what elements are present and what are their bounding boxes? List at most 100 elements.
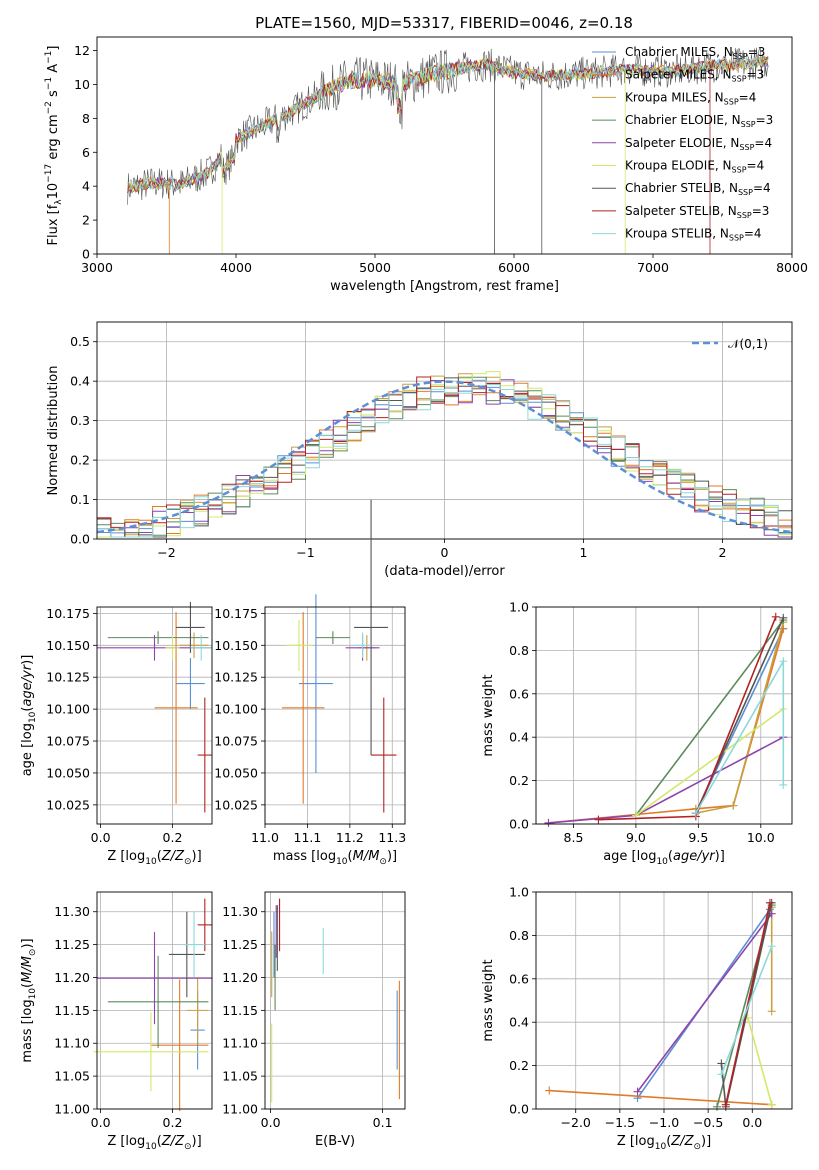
y-tick-label: 10 bbox=[74, 77, 90, 92]
residual-histogram bbox=[97, 376, 792, 529]
weight-marker bbox=[765, 898, 774, 907]
y-tick-label: 1.0 bbox=[509, 600, 529, 615]
y-tick-label: 10.175 bbox=[46, 606, 90, 621]
weight-line bbox=[549, 1089, 772, 1106]
weight-marker bbox=[717, 1070, 726, 1079]
mass-vs-ebv-panel: 0.0 0.1 11.00 11.05 11.10 11.15 11.20 11.25 11.3… bbox=[222, 891, 406, 1149]
x-tick-label: 11.1 bbox=[294, 830, 322, 845]
y-tick-label: 0.4 bbox=[509, 730, 529, 745]
y-tick-label: 0.2 bbox=[70, 453, 90, 468]
x-tick-label: 8000 bbox=[776, 260, 808, 275]
age-vs-mass-panel: 11.0 11.1 11.2 11.3 10.025 10.050 10.075 10.100… bbox=[214, 499, 406, 867]
residual-histogram bbox=[97, 379, 792, 538]
legend-entry: Chabrier ELODIE, NSSP=3 bbox=[625, 113, 773, 129]
residuals-panel: −2 −1 0 1 2 0.0 0.1 0.2 0.3 0.4 0.5 𝒩(0,1) (data-mod… bbox=[46, 321, 793, 579]
x-tick-label: 4000 bbox=[220, 260, 252, 275]
x-tick-label: 0.0 bbox=[91, 1115, 111, 1130]
axes-frame bbox=[96, 321, 793, 540]
y-tick-label: 0.6 bbox=[509, 971, 529, 986]
x-tick-label: 0.0 bbox=[91, 830, 111, 845]
x-tick-label: 0.2 bbox=[163, 830, 183, 845]
y-tick-label: 10.150 bbox=[214, 638, 258, 653]
weight-vs-Z-panel: −2.0 −1.5 −1.0 −0.5 0.0 0.0 0.2 0.4 0.6 0.8 1.0 Z [… bbox=[481, 885, 793, 1152]
y-tick-label: 10.100 bbox=[46, 702, 90, 717]
y-tick-label: 0.6 bbox=[509, 686, 529, 701]
y-tick-label: 11.20 bbox=[222, 970, 258, 985]
y-tick-label: 0.4 bbox=[509, 1015, 529, 1030]
x-tick-label: −0.5 bbox=[693, 1115, 723, 1130]
x-tick-label: −1.0 bbox=[649, 1115, 679, 1130]
weight-marker bbox=[729, 801, 738, 810]
y-tick-label: 11.30 bbox=[54, 904, 90, 919]
legend-entry: Kroupa ELODIE, NSSP=4 bbox=[625, 159, 764, 175]
y-axis-label: mass weight bbox=[481, 959, 496, 1041]
x-tick-label: 0.0 bbox=[261, 1115, 281, 1130]
y-tick-label: 0.8 bbox=[509, 643, 529, 658]
y-tick-label: 2 bbox=[82, 213, 90, 228]
x-tick-label: 9.0 bbox=[626, 830, 646, 845]
legend-entry: Kroupa MILES, NSSP=4 bbox=[625, 90, 756, 106]
x-axis-label: Z [log10(Z/Z⊙)] bbox=[617, 1134, 711, 1152]
axes-frame bbox=[264, 606, 406, 825]
weight-marker bbox=[779, 780, 788, 789]
weight-line bbox=[636, 913, 773, 1093]
y-axis-label: Flux [fλ10−17 erg cm−2 s−1 A−1] bbox=[44, 46, 64, 246]
axes-frame bbox=[96, 606, 213, 825]
legend-entry: Salpeter ELODIE, NSSP=4 bbox=[625, 136, 772, 152]
y-tick-label: 8 bbox=[82, 111, 90, 126]
mass-vs-Z-panel: 0.0 0.2 11.00 11.05 11.10 11.15 11.20 11.25 11.3… bbox=[20, 891, 213, 1152]
x-tick-label: 0 bbox=[441, 545, 449, 560]
axes-frame bbox=[535, 891, 793, 1110]
y-tick-label: 10.025 bbox=[46, 797, 90, 812]
y-tick-label: 11.25 bbox=[54, 937, 90, 952]
weight-vs-age-panel: 8.5 9.0 9.5 10.0 0.0 0.2 0.4 0.6 0.8 1.0 age [log1… bbox=[481, 600, 793, 867]
weight-marker bbox=[779, 657, 788, 666]
y-tick-label: 11.05 bbox=[54, 1069, 90, 1084]
weight-marker bbox=[771, 612, 780, 621]
y-tick-label: 1.0 bbox=[509, 885, 529, 900]
y-tick-label: 0.2 bbox=[509, 1058, 529, 1073]
weight-marker bbox=[721, 1100, 730, 1109]
axes-frame bbox=[535, 606, 793, 825]
weight-marker bbox=[767, 1007, 776, 1016]
spectrum-line bbox=[127, 47, 769, 205]
weight-line bbox=[725, 902, 771, 1105]
age-vs-Z-panel: 0.0 0.2 10.025 10.050 10.075 10.100 10.125 10.1… bbox=[20, 601, 213, 867]
x-axis-label: (data-model)/error bbox=[384, 564, 505, 579]
weight-marker bbox=[633, 1087, 642, 1096]
legend-entry: Chabrier MILES, NSSP=3 bbox=[625, 45, 765, 61]
x-tick-label: −2 bbox=[157, 545, 175, 560]
spectrum-line bbox=[127, 56, 769, 191]
y-tick-label: 6 bbox=[82, 145, 90, 160]
x-tick-label: 7000 bbox=[637, 260, 669, 275]
spectrum-panel: 3000 4000 5000 6000 7000 8000 0 2 4 6 8 10 12 wavelen… bbox=[44, 36, 808, 294]
y-axis-label: age [log10(age/yr)] bbox=[20, 655, 38, 777]
y-tick-label: 10.050 bbox=[214, 765, 258, 780]
figure-title: PLATE=1560, MJD=53317, FIBERID=0046, z=0… bbox=[255, 14, 633, 32]
x-axis-label: wavelength [Angstrom, rest frame] bbox=[330, 279, 559, 294]
weight-marker bbox=[691, 809, 700, 818]
y-tick-label: 10.150 bbox=[46, 638, 90, 653]
legend-entry: Salpeter STELIB, NSSP=3 bbox=[625, 204, 769, 220]
y-tick-label: 10.100 bbox=[214, 702, 258, 717]
y-tick-label: 10.075 bbox=[214, 734, 258, 749]
x-tick-label: 9.5 bbox=[688, 830, 708, 845]
legend-entry: Salpeter MILES, NSSP=3 bbox=[625, 68, 764, 84]
y-tick-label: 11.15 bbox=[54, 1003, 90, 1018]
weight-marker bbox=[594, 815, 603, 824]
x-axis-label: age [log10(age/yr)] bbox=[603, 849, 725, 867]
legend-entry: Kroupa STELIB, NSSP=4 bbox=[625, 227, 762, 243]
y-tick-label: 12 bbox=[74, 43, 90, 58]
x-tick-label: 5000 bbox=[359, 260, 391, 275]
weight-marker bbox=[717, 1059, 726, 1068]
x-tick-label: 0.1 bbox=[373, 1115, 393, 1130]
weight-marker bbox=[767, 942, 776, 951]
axes-frame bbox=[264, 891, 406, 1110]
y-tick-label: 0.5 bbox=[70, 334, 90, 349]
y-tick-label: 11.10 bbox=[54, 1036, 90, 1051]
y-axis-label: mass weight bbox=[481, 674, 496, 756]
y-tick-label: 0.0 bbox=[509, 817, 529, 832]
x-tick-label: 0.2 bbox=[163, 1115, 183, 1130]
y-tick-label: 11.00 bbox=[222, 1102, 258, 1117]
